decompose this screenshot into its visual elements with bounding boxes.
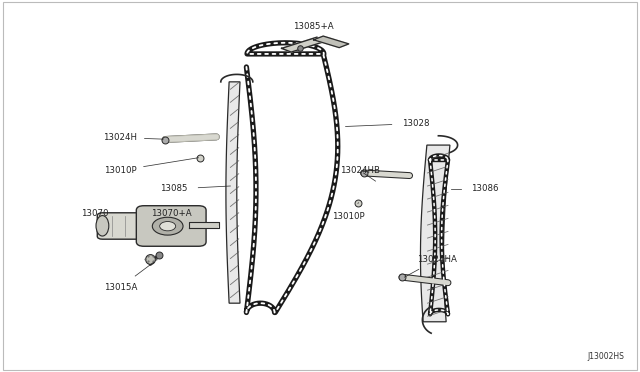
- Polygon shape: [226, 82, 240, 303]
- Text: 13070: 13070: [81, 209, 108, 218]
- Text: 13024H: 13024H: [103, 133, 138, 142]
- Text: 13010P: 13010P: [104, 166, 136, 175]
- Ellipse shape: [96, 216, 109, 236]
- Text: 13070+A: 13070+A: [151, 209, 192, 218]
- Polygon shape: [420, 145, 450, 322]
- FancyBboxPatch shape: [97, 213, 149, 239]
- Text: 13085+A: 13085+A: [293, 22, 334, 31]
- Polygon shape: [314, 36, 349, 48]
- Ellipse shape: [160, 221, 175, 231]
- Polygon shape: [282, 37, 326, 52]
- Polygon shape: [189, 222, 219, 228]
- FancyBboxPatch shape: [136, 206, 206, 246]
- Ellipse shape: [152, 217, 183, 235]
- Text: 13085: 13085: [161, 185, 188, 193]
- Text: 13024HB: 13024HB: [340, 166, 380, 175]
- Text: 13024HA: 13024HA: [417, 255, 456, 264]
- Text: 13086: 13086: [472, 185, 499, 193]
- Text: 13015A: 13015A: [104, 283, 137, 292]
- Text: J13002HS: J13002HS: [587, 352, 624, 361]
- Text: 13028: 13028: [403, 119, 429, 128]
- Text: 13010P: 13010P: [333, 212, 365, 221]
